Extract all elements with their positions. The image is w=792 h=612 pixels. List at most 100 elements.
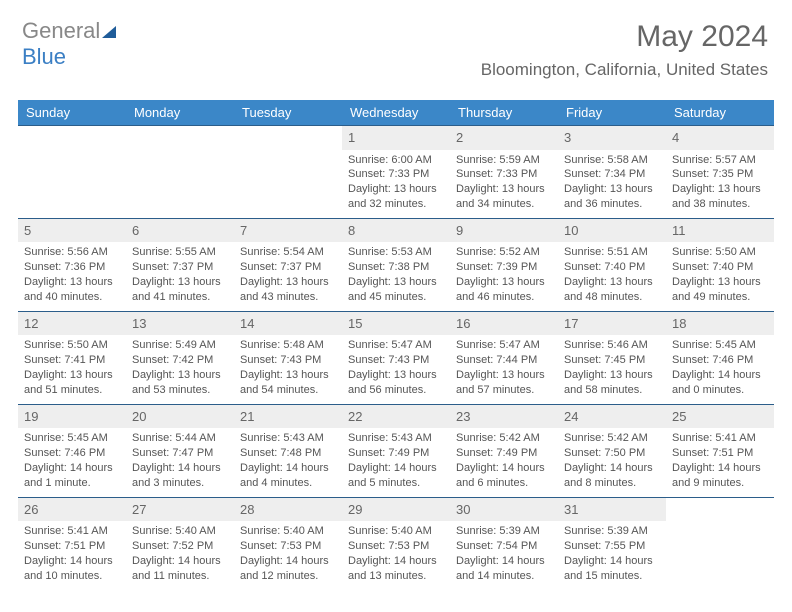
sunrise-text: Sunrise: 5:59 AM xyxy=(456,153,552,168)
calendar-cell: 8Sunrise: 5:53 AMSunset: 7:38 PMDaylight… xyxy=(342,218,450,311)
day-info: Sunrise: 5:39 AMSunset: 7:54 PMDaylight:… xyxy=(450,521,558,589)
calendar-cell: . xyxy=(126,125,234,218)
daylight-text: Daylight: 13 hours and 48 minutes. xyxy=(564,275,660,305)
location: Bloomington, California, United States xyxy=(481,60,768,80)
daylight-text: Daylight: 14 hours and 12 minutes. xyxy=(240,554,336,584)
sunrise-text: Sunrise: 5:41 AM xyxy=(24,524,120,539)
day-info: Sunrise: 5:58 AMSunset: 7:34 PMDaylight:… xyxy=(558,150,666,218)
sunset-text: Sunset: 7:38 PM xyxy=(348,260,444,275)
daylight-text: Daylight: 14 hours and 11 minutes. xyxy=(132,554,228,584)
day-number: 13 xyxy=(126,312,234,336)
sunset-text: Sunset: 7:52 PM xyxy=(132,539,228,554)
sunrise-text: Sunrise: 5:43 AM xyxy=(348,431,444,446)
day-info: Sunrise: 5:45 AMSunset: 7:46 PMDaylight:… xyxy=(666,335,774,403)
day-number: 15 xyxy=(342,312,450,336)
calendar-cell: 21Sunrise: 5:43 AMSunset: 7:48 PMDayligh… xyxy=(234,404,342,497)
day-info: Sunrise: 5:53 AMSunset: 7:38 PMDaylight:… xyxy=(342,242,450,310)
daylight-text: Daylight: 14 hours and 5 minutes. xyxy=(348,461,444,491)
brand-part2: Blue xyxy=(22,44,66,69)
calendar-cell: . xyxy=(666,497,774,590)
day-info: Sunrise: 5:47 AMSunset: 7:44 PMDaylight:… xyxy=(450,335,558,403)
day-number: 16 xyxy=(450,312,558,336)
calendar-cell: 2Sunrise: 5:59 AMSunset: 7:33 PMDaylight… xyxy=(450,125,558,218)
sunset-text: Sunset: 7:51 PM xyxy=(24,539,120,554)
sunset-text: Sunset: 7:37 PM xyxy=(240,260,336,275)
sunrise-text: Sunrise: 5:39 AM xyxy=(564,524,660,539)
day-number: 9 xyxy=(450,219,558,243)
calendar-cell: 20Sunrise: 5:44 AMSunset: 7:47 PMDayligh… xyxy=(126,404,234,497)
brand-triangle-icon xyxy=(102,26,116,38)
daylight-text: Daylight: 13 hours and 45 minutes. xyxy=(348,275,444,305)
daylight-text: Daylight: 13 hours and 49 minutes. xyxy=(672,275,768,305)
day-info: Sunrise: 5:40 AMSunset: 7:53 PMDaylight:… xyxy=(234,521,342,589)
calendar-cell: 6Sunrise: 5:55 AMSunset: 7:37 PMDaylight… xyxy=(126,218,234,311)
sunrise-text: Sunrise: 5:50 AM xyxy=(672,245,768,260)
sunset-text: Sunset: 7:46 PM xyxy=(24,446,120,461)
day-info: Sunrise: 5:51 AMSunset: 7:40 PMDaylight:… xyxy=(558,242,666,310)
sunrise-text: Sunrise: 5:55 AM xyxy=(132,245,228,260)
day-info: Sunrise: 5:43 AMSunset: 7:48 PMDaylight:… xyxy=(234,428,342,496)
day-number: 5 xyxy=(18,219,126,243)
daylight-text: Daylight: 13 hours and 41 minutes. xyxy=(132,275,228,305)
calendar-cell: 28Sunrise: 5:40 AMSunset: 7:53 PMDayligh… xyxy=(234,497,342,590)
sunrise-text: Sunrise: 5:39 AM xyxy=(456,524,552,539)
day-number: 24 xyxy=(558,405,666,429)
sunrise-text: Sunrise: 5:42 AM xyxy=(564,431,660,446)
day-info: Sunrise: 5:59 AMSunset: 7:33 PMDaylight:… xyxy=(450,150,558,218)
calendar-cell: 7Sunrise: 5:54 AMSunset: 7:37 PMDaylight… xyxy=(234,218,342,311)
day-info: Sunrise: 5:46 AMSunset: 7:45 PMDaylight:… xyxy=(558,335,666,403)
calendar-cell: 25Sunrise: 5:41 AMSunset: 7:51 PMDayligh… xyxy=(666,404,774,497)
daylight-text: Daylight: 13 hours and 40 minutes. xyxy=(24,275,120,305)
day-number: 4 xyxy=(666,126,774,150)
sunrise-text: Sunrise: 5:48 AM xyxy=(240,338,336,353)
sunset-text: Sunset: 7:45 PM xyxy=(564,353,660,368)
calendar-cell: 27Sunrise: 5:40 AMSunset: 7:52 PMDayligh… xyxy=(126,497,234,590)
daylight-text: Daylight: 13 hours and 34 minutes. xyxy=(456,182,552,212)
sunset-text: Sunset: 7:40 PM xyxy=(672,260,768,275)
day-header: Monday xyxy=(126,100,234,125)
day-number: 2 xyxy=(450,126,558,150)
sunrise-text: Sunrise: 5:47 AM xyxy=(348,338,444,353)
daylight-text: Daylight: 14 hours and 3 minutes. xyxy=(132,461,228,491)
day-number: 18 xyxy=(666,312,774,336)
daylight-text: Daylight: 13 hours and 53 minutes. xyxy=(132,368,228,398)
day-info: Sunrise: 5:39 AMSunset: 7:55 PMDaylight:… xyxy=(558,521,666,589)
daylight-text: Daylight: 14 hours and 6 minutes. xyxy=(456,461,552,491)
calendar-cell: 15Sunrise: 5:47 AMSunset: 7:43 PMDayligh… xyxy=(342,311,450,404)
sunset-text: Sunset: 7:47 PM xyxy=(132,446,228,461)
day-header: Tuesday xyxy=(234,100,342,125)
sunset-text: Sunset: 7:37 PM xyxy=(132,260,228,275)
day-header: Wednesday xyxy=(342,100,450,125)
calendar-cell: 16Sunrise: 5:47 AMSunset: 7:44 PMDayligh… xyxy=(450,311,558,404)
sunset-text: Sunset: 7:49 PM xyxy=(348,446,444,461)
day-info: Sunrise: 5:45 AMSunset: 7:46 PMDaylight:… xyxy=(18,428,126,496)
calendar-cell: 30Sunrise: 5:39 AMSunset: 7:54 PMDayligh… xyxy=(450,497,558,590)
sunrise-text: Sunrise: 5:52 AM xyxy=(456,245,552,260)
day-info: Sunrise: 5:50 AMSunset: 7:40 PMDaylight:… xyxy=(666,242,774,310)
sunrise-text: Sunrise: 5:42 AM xyxy=(456,431,552,446)
calendar-cell: 31Sunrise: 5:39 AMSunset: 7:55 PMDayligh… xyxy=(558,497,666,590)
day-info: Sunrise: 5:40 AMSunset: 7:52 PMDaylight:… xyxy=(126,521,234,589)
sunrise-text: Sunrise: 5:49 AM xyxy=(132,338,228,353)
daylight-text: Daylight: 14 hours and 9 minutes. xyxy=(672,461,768,491)
day-number: 3 xyxy=(558,126,666,150)
sunrise-text: Sunrise: 5:40 AM xyxy=(132,524,228,539)
day-number: 22 xyxy=(342,405,450,429)
daylight-text: Daylight: 13 hours and 43 minutes. xyxy=(240,275,336,305)
sunset-text: Sunset: 7:35 PM xyxy=(672,167,768,182)
day-number: 29 xyxy=(342,498,450,522)
sunset-text: Sunset: 7:44 PM xyxy=(456,353,552,368)
calendar-cell: 1Sunrise: 6:00 AMSunset: 7:33 PMDaylight… xyxy=(342,125,450,218)
page-title: May 2024 xyxy=(481,20,768,54)
daylight-text: Daylight: 13 hours and 36 minutes. xyxy=(564,182,660,212)
day-number: 26 xyxy=(18,498,126,522)
sunset-text: Sunset: 7:41 PM xyxy=(24,353,120,368)
day-number: 23 xyxy=(450,405,558,429)
day-number: 7 xyxy=(234,219,342,243)
sunset-text: Sunset: 7:42 PM xyxy=(132,353,228,368)
calendar-cell: 26Sunrise: 5:41 AMSunset: 7:51 PMDayligh… xyxy=(18,497,126,590)
sunset-text: Sunset: 7:53 PM xyxy=(348,539,444,554)
daylight-text: Daylight: 14 hours and 13 minutes. xyxy=(348,554,444,584)
daylight-text: Daylight: 14 hours and 4 minutes. xyxy=(240,461,336,491)
day-header: Thursday xyxy=(450,100,558,125)
